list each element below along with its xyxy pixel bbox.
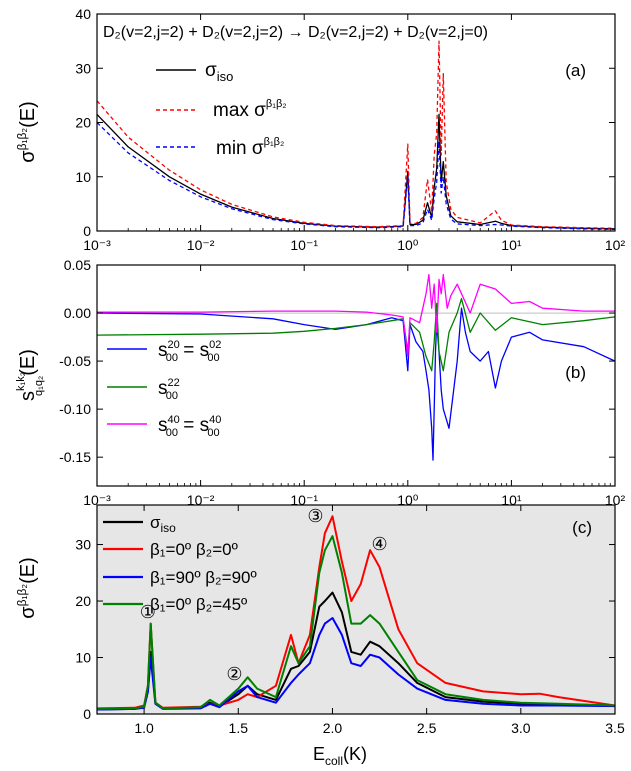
xtick-label-b-3: 10⁰ xyxy=(397,492,419,508)
panel-label-a: (a) xyxy=(565,61,586,80)
legend-b-label-2: s40 00 = s40 00 xyxy=(158,414,221,439)
annotation-c-0: ① xyxy=(140,602,156,622)
ylabel-a: σβ₁β₂(E) xyxy=(15,101,39,163)
annotation-c-1: ② xyxy=(226,664,242,684)
plot-area-c: 1.0 1.5 2.0 2.5 3.0 3.5 0 10 20 30 ① ② ③ ④ xyxy=(75,504,625,736)
ytick-label-c-2: 20 xyxy=(75,593,91,609)
plot-area-a: 10⁻³ 10⁻² 10⁻¹ 10⁰ 10¹ 10² 0 10 20 30 40 xyxy=(75,6,625,253)
xtick-label-c-1: 1.5 xyxy=(229,720,249,736)
xtick-label-b-1: 10⁻² xyxy=(187,492,215,508)
legend-c-label-1: β₁=0º β₂=0º xyxy=(150,540,238,559)
legend-b-label-1: s22 00 xyxy=(158,377,180,402)
ytick-label-a-0: 0 xyxy=(83,223,91,239)
xtick-label-b-5: 10² xyxy=(605,492,626,508)
plot-area-b: 10⁻³ 10⁻² 10⁻¹ 10⁰ 10¹ 10² 0.05 0.00 -0.05 -0.10 -… xyxy=(59,257,625,508)
ytick-label-a-2: 20 xyxy=(75,115,91,131)
ylabel-c: σβ₁β₂(E) xyxy=(15,557,39,619)
ytick-label-c-0: 0 xyxy=(83,706,91,722)
xtick-label-c-4: 3.0 xyxy=(511,720,531,736)
xtick-label-a-1: 10⁻² xyxy=(187,237,215,253)
panel-label-c: (c) xyxy=(572,518,592,537)
frame-b xyxy=(96,264,616,487)
xtick-label-c-3: 2.5 xyxy=(417,720,437,736)
panel-b: 10⁻³ 10⁻² 10⁻¹ 10⁰ 10¹ 10² 0.05 0.00 -0.05 -0.10 -… xyxy=(15,257,625,508)
ytick-label-c-3: 30 xyxy=(75,537,91,553)
plot-background-c xyxy=(97,505,615,714)
xtick-label-b-0: 10⁻³ xyxy=(83,492,111,508)
annotation-c-3: ④ xyxy=(371,534,387,554)
legend-c-label-3: β₁=0º β₂=45º xyxy=(150,595,247,614)
ytick-label-b-3: -0.10 xyxy=(59,401,91,417)
xtick-label-a-0: 10⁻³ xyxy=(83,237,111,253)
xtick-label-c-2: 2.0 xyxy=(323,720,343,736)
annotation-c-2: ③ xyxy=(307,506,323,526)
series-c-3 xyxy=(97,535,615,710)
panel-label-b: (b) xyxy=(565,363,586,382)
legend-a-label-2: min σβ₁β₂ xyxy=(216,136,284,159)
series-a-2 xyxy=(97,122,615,231)
legend-b-label-0: s20 00 = s02 00 xyxy=(158,339,221,364)
ytick-label-b-2: -0.05 xyxy=(59,353,91,369)
ytick-label-c-1: 10 xyxy=(75,650,91,666)
series-a-0 xyxy=(97,113,615,230)
series-b-2 xyxy=(97,273,615,357)
ytick-label-a-4: 40 xyxy=(75,6,91,22)
xtick-label-b-4: 10¹ xyxy=(501,492,522,508)
ytick-label-b-4: -0.15 xyxy=(59,449,91,465)
ytick-label-a-1: 10 xyxy=(75,169,91,185)
legend-a: σiso max σβ₁β₂ min σβ₁β₂ xyxy=(156,60,287,159)
xlabel-c: Ecoll(K) xyxy=(313,744,367,768)
legend-b: s20 00 = s02 00 s22 00 s40 00 = s40 00 xyxy=(107,339,221,439)
frame-c xyxy=(96,504,616,715)
ytick-label-b-0: 0.05 xyxy=(64,257,91,273)
xtick-label-a-2: 10⁻¹ xyxy=(290,237,318,253)
frame-a xyxy=(96,13,616,232)
xtick-label-c-0: 1.0 xyxy=(134,720,154,736)
xtick-label-a-5: 10² xyxy=(605,237,626,253)
ylabel-b: sk₁k₂ q₁q₂(E) xyxy=(15,349,45,401)
title-a: D₂(v=2,j=2) + D₂(v=2,j=2) → D₂(v=2,j=2) … xyxy=(103,24,488,41)
xtick-label-b-2: 10⁻¹ xyxy=(290,492,318,508)
series-b-1 xyxy=(97,297,615,372)
legend-c-label-2: β₁=90º β₂=90º xyxy=(150,568,257,587)
legend-a-label-0: σiso xyxy=(205,60,233,84)
legend-a-label-1: max σβ₁β₂ xyxy=(213,98,287,121)
xtick-label-a-3: 10⁰ xyxy=(397,237,419,253)
panel-c: 1.0 1.5 2.0 2.5 3.0 3.5 0 10 20 30 ① ② ③ ④ σβ₁β₂(E) (… xyxy=(15,504,625,768)
series-a-1 xyxy=(97,40,615,229)
ytick-label-a-3: 30 xyxy=(75,60,91,76)
series-b-0 xyxy=(97,307,615,461)
xtick-label-a-4: 10¹ xyxy=(501,237,522,253)
legend-c: σiso β₁=0º β₂=0º β₁=90º β₂=90º β₁=0º β₂=… xyxy=(103,513,257,614)
xtick-label-c-5: 3.5 xyxy=(605,720,625,736)
ytick-label-b-1: 0.00 xyxy=(64,305,91,321)
